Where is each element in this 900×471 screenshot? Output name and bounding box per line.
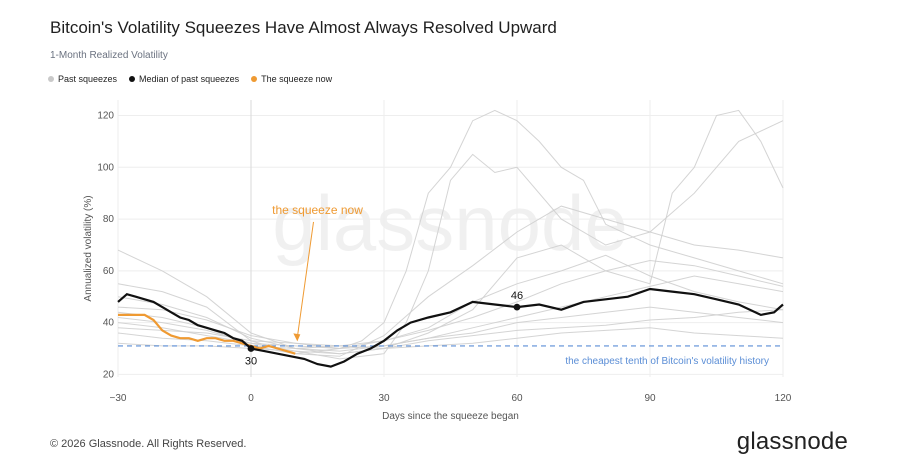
legend-label-past-squeezes: Past squeezes (58, 74, 118, 84)
watermark-text: glassnode (272, 179, 628, 267)
legend-label-squeeze-now: The squeeze now (261, 74, 333, 84)
x-axis-title: Days since the squeeze began (382, 411, 519, 422)
x-tick-label: 0 (248, 393, 254, 404)
legend-item-median[interactable]: Median of past squeezes (129, 74, 239, 84)
x-tick-label: 90 (644, 393, 656, 404)
median-point-day60 (513, 303, 521, 311)
series-line-past-squeeze (117, 249, 784, 350)
chart-legend: Past squeezes Median of past squeezes Th… (48, 74, 332, 84)
y-tick-label: 100 (97, 162, 114, 173)
series-line-past-squeeze (117, 205, 784, 357)
legend-swatch-past-squeezes (48, 76, 54, 82)
copyright-footer: © 2026 Glassnode. All Rights Reserved. (50, 438, 247, 450)
y-tick-label: 20 (103, 369, 115, 380)
series-line-past-squeeze (117, 309, 784, 355)
brand-logo: glassnode (736, 428, 848, 455)
series-line-past-squeeze (117, 109, 784, 355)
median-point-start (247, 345, 255, 352)
annotation-squeeze-now: the squeeze now (272, 203, 363, 217)
y-tick-label: 60 (103, 266, 115, 277)
annotation-value-30: 30 (245, 356, 257, 368)
y-axis-title: Annualized volatility (%) (83, 195, 94, 301)
x-tick-label: 60 (511, 393, 523, 404)
series-line-past-squeeze (117, 306, 784, 352)
y-tick-label: 40 (103, 318, 115, 329)
chart-title: Bitcoin's Volatility Squeezes Have Almos… (50, 18, 557, 37)
series-line-past-squeeze (117, 275, 784, 350)
volatility-chart: glassnode 20 40 60 80 100 120 −30 0 30 60 90 120 Days… (83, 100, 792, 422)
annotation-arrow-head (293, 333, 301, 342)
threshold-label: the cheapest tenth of Bitcoin's volatili… (565, 356, 769, 367)
legend-item-squeeze-now[interactable]: The squeeze now (251, 74, 332, 84)
annotation-value-46: 46 (511, 290, 523, 302)
x-tick-label: −30 (110, 393, 127, 404)
legend-item-past-squeezes[interactable]: Past squeezes (48, 74, 117, 84)
series-line-squeeze-now (118, 313, 296, 355)
y-tick-label: 120 (97, 111, 114, 122)
legend-swatch-squeeze-now (251, 76, 258, 82)
x-tick-label: 30 (378, 393, 390, 404)
legend-label-median: Median of past squeezes (139, 74, 240, 84)
legend-swatch-median (129, 76, 136, 82)
annotation-arrow-line (296, 221, 314, 338)
y-tick-label: 80 (103, 214, 115, 225)
series-line-median (117, 287, 784, 368)
chart-subtitle: 1-Month Realized Volatility (50, 50, 168, 61)
chart-area: glassnode 20 40 60 80 100 120 −30 0 30 60 90 120 Days… (0, 90, 900, 430)
x-tick-label: 120 (775, 393, 792, 404)
